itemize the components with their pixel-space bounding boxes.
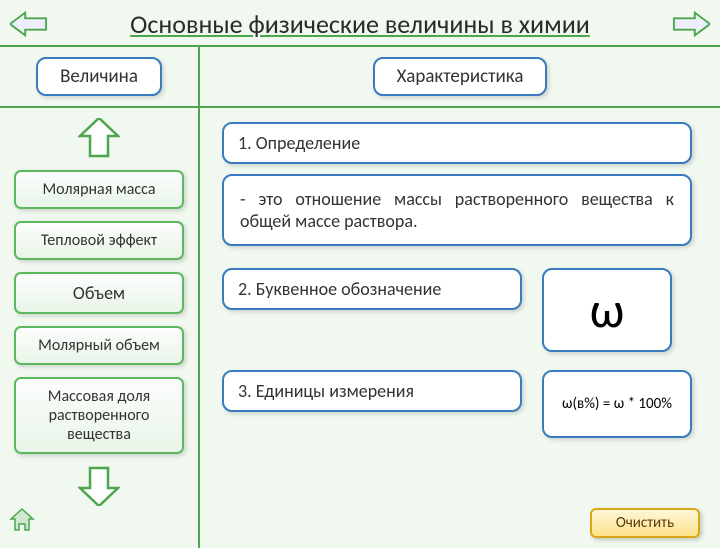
clear-button[interactable]: Очистить [590, 508, 700, 538]
scroll-up-button[interactable] [78, 118, 120, 158]
formula-box: ω(в%) = ω * 100% [542, 370, 692, 438]
column-header-right: Характеристика [373, 57, 548, 96]
page-title: Основные физические величины в химии [48, 8, 672, 40]
column-header-left: Величина [36, 57, 162, 96]
home-button[interactable] [8, 506, 36, 534]
symbol-box: ω [542, 268, 672, 352]
sidebar-item-thermal-effect[interactable]: Тепловой эффект [14, 221, 184, 260]
section-2-label: 2. Буквенное обозначение [222, 268, 522, 310]
definition-text: - это отношение массы растворенного веще… [222, 174, 692, 246]
sidebar: Молярная масса Тепловой эффект Объем Мол… [0, 108, 200, 548]
sidebar-item-volume[interactable]: Объем [14, 272, 184, 314]
sidebar-item-molar-volume[interactable]: Молярный объем [14, 326, 184, 365]
sidebar-item-mass-fraction[interactable]: Массовая доля растворенного вещества [14, 377, 184, 454]
nav-back-button[interactable] [10, 10, 48, 38]
section-3-label: 3. Единицы измерения [222, 370, 522, 412]
scroll-down-button[interactable] [78, 466, 120, 506]
section-1-label: 1. Определение [222, 122, 692, 164]
sidebar-item-molar-mass[interactable]: Молярная масса [14, 170, 184, 209]
content-area: 1. Определение - это отношение массы рас… [200, 108, 720, 548]
nav-forward-button[interactable] [672, 10, 710, 38]
